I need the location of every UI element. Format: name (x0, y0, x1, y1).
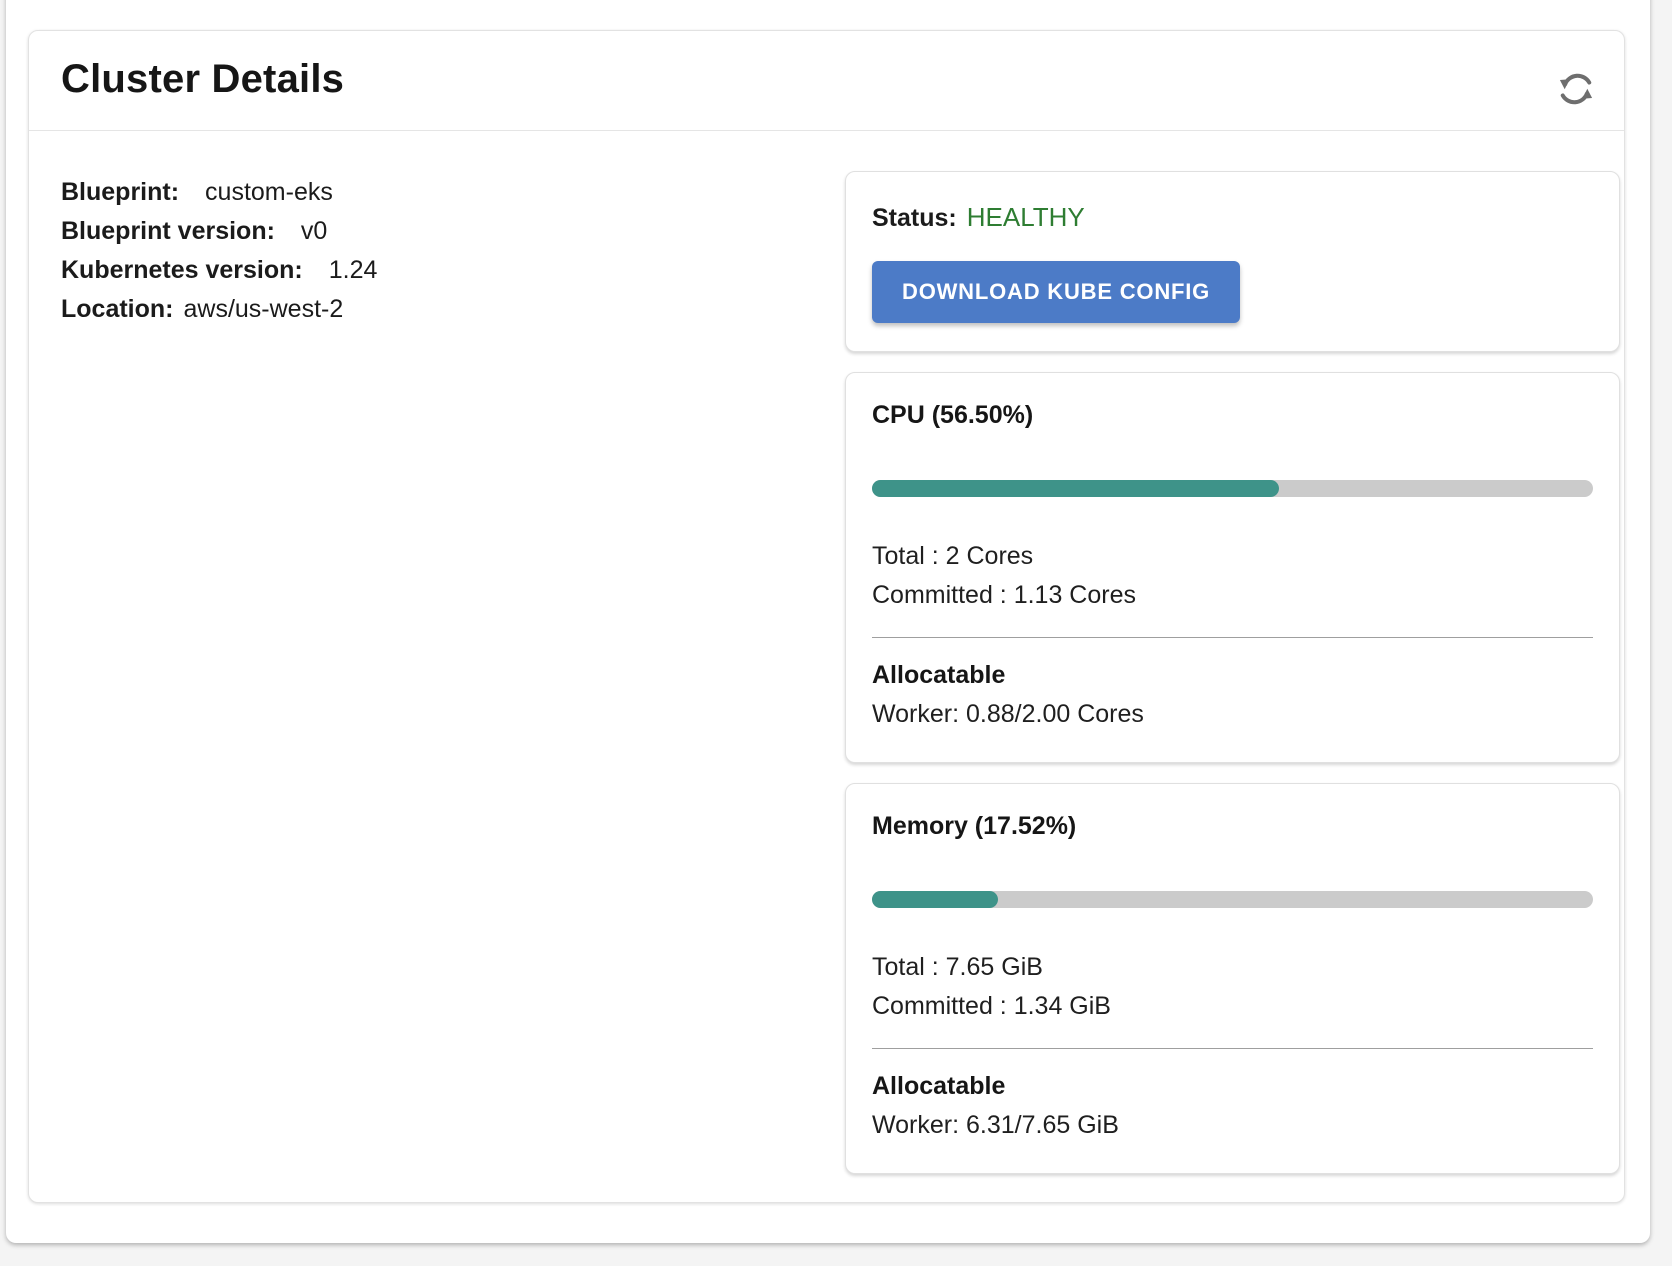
page-title: Cluster Details (61, 57, 345, 101)
outer-card: Cluster Details Blueprint: custom-eks (6, 0, 1650, 1243)
kubernetes-version-label: Kubernetes version: (61, 256, 303, 284)
cpu-allocatable-section: Allocatable Worker: 0.88/2.00 Cores (872, 656, 1593, 734)
memory-usage-info: Total : 7.65 GiB Committed : 1.34 GiB (872, 948, 1593, 1026)
cpu-usage-info: Total : 2 Cores Committed : 1.13 Cores (872, 537, 1593, 615)
sync-refresh-icon (1559, 73, 1593, 105)
memory-worker-allocatable: Worker: 6.31/7.65 GiB (872, 1111, 1119, 1139)
cpu-usage-card: CPU (56.50%) Total : 2 Cores Committed :… (845, 372, 1620, 763)
cpu-progress-bar (872, 480, 1593, 497)
memory-card-title: Memory (17.52%) (872, 812, 1077, 840)
blueprint-label: Blueprint: (61, 178, 180, 206)
memory-card-divider (872, 1048, 1593, 1049)
cpu-allocatable-heading: Allocatable (872, 661, 1006, 689)
panel-body: Blueprint: custom-eks Blueprint version: v… (29, 131, 1624, 1194)
status-label: Status: (872, 204, 957, 232)
cluster-details-panel: Cluster Details Blueprint: custom-eks (28, 30, 1625, 1203)
status-line: Status: HEALTHY (872, 200, 1593, 235)
detail-row-kubernetes-version: Kubernetes version: 1.24 (61, 251, 845, 290)
detail-row-blueprint-version: Blueprint version: v0 (61, 212, 845, 251)
kubernetes-version-value: 1.24 (328, 256, 378, 284)
status-card: Status: HEALTHY DOWNLOAD KUBE CONFIG (845, 171, 1620, 352)
cpu-worker-allocatable: Worker: 0.88/2.00 Cores (872, 700, 1144, 728)
cpu-total: Total : 2 Cores (872, 542, 1034, 570)
memory-total: Total : 7.65 GiB (872, 953, 1043, 981)
blueprint-value: custom-eks (205, 178, 333, 206)
cpu-committed: Committed : 1.13 Cores (872, 581, 1136, 609)
memory-usage-card: Memory (17.52%) Total : 7.65 GiB Committ… (845, 783, 1620, 1174)
cpu-card-divider (872, 637, 1593, 638)
blueprint-version-value: v0 (300, 217, 328, 245)
memory-allocatable-heading: Allocatable (872, 1072, 1006, 1100)
panel-header: Cluster Details (29, 31, 1624, 131)
blueprint-version-label: Blueprint version: (61, 217, 275, 245)
memory-progress-bar (872, 891, 1593, 908)
memory-progress-fill (872, 891, 999, 908)
location-label: Location: (61, 295, 174, 323)
refresh-button[interactable] (1550, 63, 1602, 115)
detail-row-blueprint: Blueprint: custom-eks (61, 173, 845, 212)
cpu-progress-fill (872, 480, 1280, 497)
metrics-column: Status: HEALTHY DOWNLOAD KUBE CONFIG CPU … (845, 171, 1620, 1194)
cluster-info-section: Blueprint: custom-eks Blueprint version: v… (61, 171, 845, 1194)
memory-committed: Committed : 1.34 GiB (872, 992, 1111, 1020)
location-value: aws/us-west-2 (183, 295, 344, 323)
status-badge: HEALTHY (966, 202, 1085, 232)
cpu-card-title: CPU (56.50%) (872, 401, 1034, 429)
detail-row-location: Location: aws/us-west-2 (61, 290, 845, 329)
download-kube-config-button[interactable]: DOWNLOAD KUBE CONFIG (872, 261, 1241, 323)
memory-allocatable-section: Allocatable Worker: 6.31/7.65 GiB (872, 1067, 1593, 1145)
